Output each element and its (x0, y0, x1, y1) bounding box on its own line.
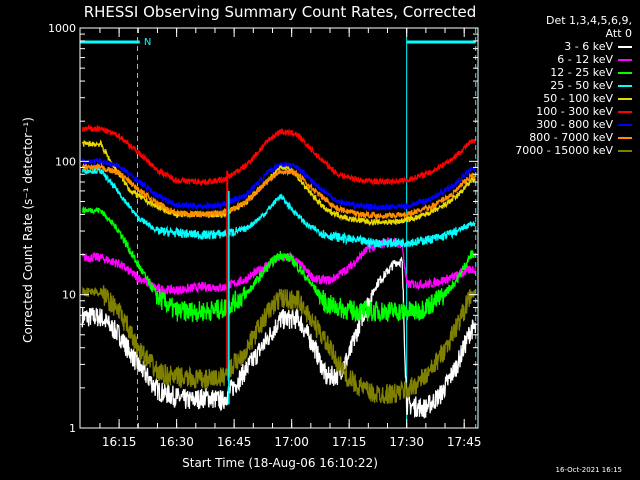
series-line-1 (81, 236, 477, 295)
legend-label: 6 - 12 keV (557, 53, 613, 66)
x-tick-label-4: 17:15 (332, 435, 367, 449)
y-axis-label: Corrected Count Rate (s⁻¹ detector⁻¹) (21, 117, 35, 343)
series-line-0 (81, 256, 477, 419)
legend-label: 25 - 50 keV (550, 79, 613, 92)
legend-entry-2: 12 - 25 keV (462, 66, 632, 79)
legend-entry-8: 7000 - 15000 keV (462, 144, 632, 157)
legend-swatch (618, 97, 632, 100)
legend-attenuator: Att 0 (605, 27, 632, 40)
legend-entry-6: 300 - 800 keV (462, 118, 632, 131)
x-tick-label-3: 17:00 (274, 435, 309, 449)
x-tick-label-6: 17:45 (447, 435, 482, 449)
plot-frame (79, 27, 479, 429)
legend-entry-3: 25 - 50 keV (462, 79, 632, 92)
legend-detectors: Det 1,3,4,5,6,9, (545, 14, 632, 27)
legend-entry-5: 100 - 300 keV (462, 105, 632, 118)
series-line-6 (81, 157, 476, 212)
series-line-2 (82, 205, 477, 323)
legend: Det 1,3,4,5,6,9, Att 0 3 - 6 keV 6 - 12 k… (462, 14, 632, 157)
y-tick-label-2: 100 (55, 155, 76, 168)
legend-label: 100 - 300 keV (536, 105, 613, 118)
legend-label: 50 - 100 keV (543, 92, 613, 105)
series-line-7 (81, 162, 477, 221)
legend-swatch (618, 71, 632, 74)
legend-swatch (618, 110, 632, 113)
legend-label: 300 - 800 keV (536, 118, 613, 131)
x-axis-label: Start Time (18-Aug-06 16:10:22) (182, 456, 378, 470)
legend-entry-0: 3 - 6 keV (462, 40, 632, 53)
legend-label: 3 - 6 keV (564, 40, 613, 53)
chart-title: RHESSI Observing Summary Count Rates, Co… (84, 3, 477, 21)
legend-entry-4: 50 - 100 keV (462, 92, 632, 105)
legend-label: 12 - 25 keV (550, 66, 613, 79)
legend-entry-7: 800 - 7000 keV (462, 131, 632, 144)
legend-swatch (618, 149, 632, 152)
legend-entry-1: 6 - 12 keV (462, 53, 632, 66)
y-tick-label-1: 10 (62, 289, 76, 302)
series-line-3 (81, 165, 476, 250)
y-tick-label-3: 1000 (48, 22, 76, 35)
legend-swatch (618, 45, 632, 48)
x-tick-label-5: 17:30 (389, 435, 424, 449)
series-line-8 (81, 285, 477, 404)
timestamp: 16-Oct-2021 16:15 (555, 466, 622, 474)
legend-label: 7000 - 15000 keV (515, 144, 613, 157)
y-tick-label-0: 1 (69, 422, 76, 435)
legend-swatch (618, 123, 632, 126)
legend-swatch (618, 58, 632, 61)
legend-swatch (618, 136, 632, 139)
x-tick-label-1: 16:30 (159, 435, 194, 449)
x-tick-label-0: 16:15 (102, 435, 137, 449)
legend-label: 800 - 7000 keV (529, 131, 613, 144)
x-tick-label-2: 16:45 (217, 435, 252, 449)
series-line-5 (81, 123, 476, 187)
legend-swatch (618, 84, 632, 87)
n-marker-label: N (144, 37, 151, 48)
